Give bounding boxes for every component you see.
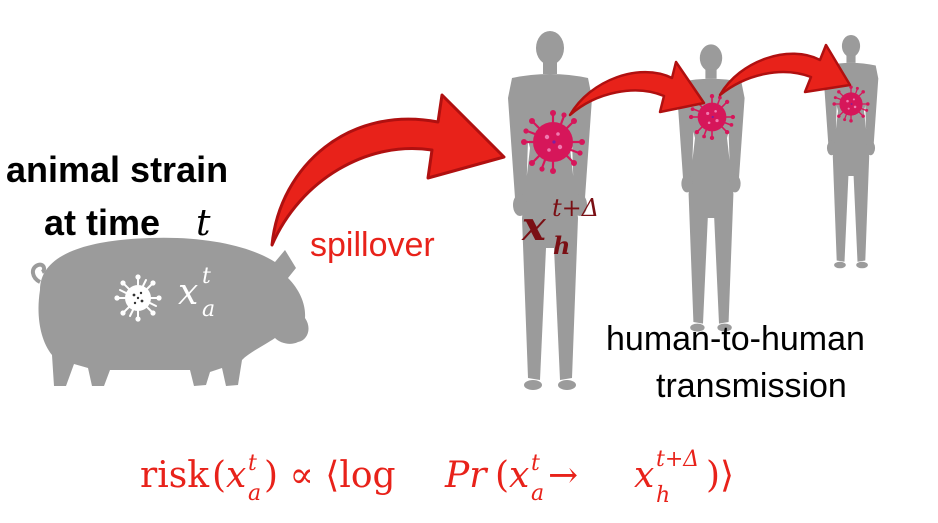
- transmission-arrow-1: [568, 60, 706, 117]
- human-t-delta-superscript: t+Δ: [552, 194, 599, 222]
- virus-icon-human-1: [519, 108, 587, 176]
- formula-t2: t: [531, 451, 540, 476]
- transmission-arrow-2: [718, 43, 852, 97]
- pig-t-superscript: t: [202, 264, 211, 289]
- spillover-label: spillover: [310, 226, 435, 264]
- formula-a2: a: [531, 481, 544, 506]
- formula-h: h: [656, 483, 670, 508]
- h2h-line2: transmission: [656, 367, 847, 405]
- human-h-subscript: h: [553, 231, 570, 260]
- animal-strain-line1: animal strain: [6, 149, 228, 190]
- formula-x1: x: [226, 455, 246, 496]
- pig-x-symbol: x: [178, 272, 198, 313]
- h2h-line1: human-to-human: [606, 320, 865, 358]
- formula-open-paren-2: (: [495, 455, 509, 496]
- formula-x2: x: [509, 455, 529, 496]
- virus-icon: [113, 273, 163, 323]
- formula-propto-log: ) ∝ ⟨log: [264, 455, 396, 496]
- animal-strain-line2: at time: [44, 202, 160, 243]
- formula-t1: t: [248, 451, 257, 476]
- formula-risk: risk: [140, 455, 210, 496]
- time-symbol: t: [196, 203, 211, 244]
- pig-silhouette: [31, 237, 309, 386]
- pig-a-subscript: a: [202, 297, 215, 322]
- formula-close: )⟩: [706, 455, 734, 496]
- formula-open-paren: (: [212, 455, 226, 496]
- human-x-symbol: x: [521, 203, 547, 250]
- formula-x3: x: [634, 455, 654, 496]
- virus-icon-human-3: [831, 84, 871, 124]
- formula-pr: Pr: [444, 455, 488, 496]
- risk-formula: risk ( x t a ) ∝ ⟨log Pr ( x t a → x t+Δ…: [140, 447, 734, 508]
- spillover-arrow: [270, 93, 506, 247]
- formula-arrow: →: [548, 455, 578, 496]
- formula-t-delta: t+Δ: [656, 447, 699, 472]
- formula-a1: a: [248, 481, 261, 506]
